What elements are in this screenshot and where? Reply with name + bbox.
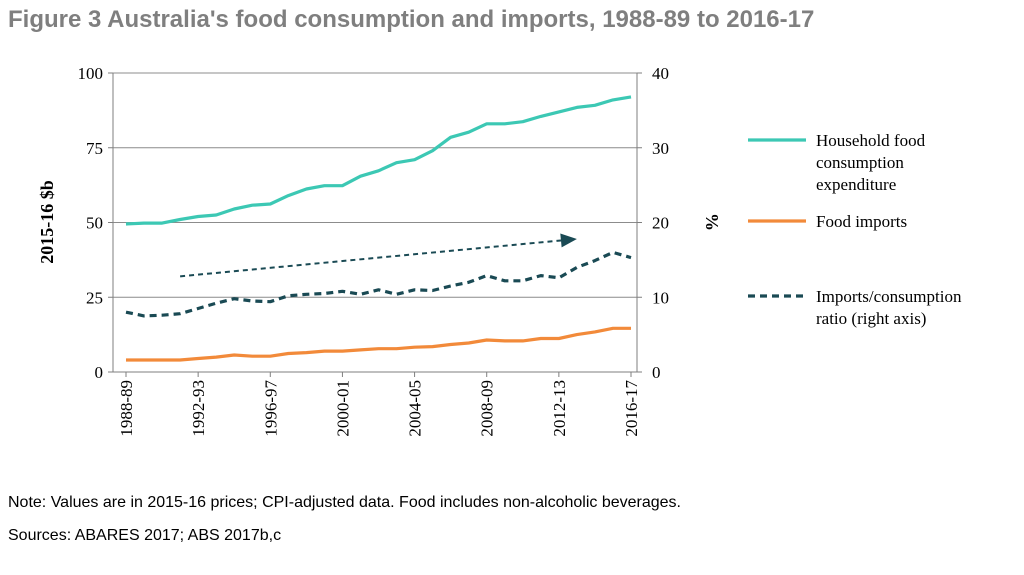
right-axis-title: % (702, 213, 722, 231)
x-tick-label: 2008-09 (478, 380, 497, 437)
left-tick-label: 25 (86, 288, 103, 307)
trend-arrow-head (560, 233, 577, 248)
series-line-2 (125, 250, 632, 318)
right-tick-label: 30 (652, 139, 669, 158)
figure-title: Figure 3 Australia's food consumption an… (8, 6, 815, 33)
series-lines (125, 95, 632, 362)
series-line-1 (126, 326, 631, 362)
x-tick-label: 1996-97 (261, 380, 280, 437)
trend-arrow-line (180, 239, 562, 278)
right-tick-label: 40 (652, 64, 669, 83)
right-tick-label: 0 (652, 363, 661, 382)
x-tick-label: 2004-05 (406, 380, 425, 437)
x-tick-label: 1992-93 (189, 380, 208, 437)
x-axis-ticks: 1988-89 1992-93 1996-97 2000-01 2004-05 2008-… (117, 372, 641, 437)
legend-label-0: Household food consumption expenditure (816, 131, 926, 194)
x-tick-label: 2016-17 (622, 380, 641, 437)
x-tick-label: 2012-13 (550, 380, 569, 437)
figure-note: Note: Values are in 2015-16 prices; CPI-… (8, 494, 681, 511)
left-tick-label: 75 (86, 139, 103, 158)
figure-sources: Sources: ABARES 2017; ABS 2017b,c (8, 527, 282, 544)
x-tick-label: 1988-89 (117, 380, 136, 437)
left-tick-label: 50 (86, 214, 103, 233)
annotations (180, 233, 577, 278)
left-tick-label: 0 (95, 363, 104, 382)
gridlines (113, 72, 637, 298)
left-axis-title: 2015-16 $b (37, 180, 57, 264)
legend-label-1: Food imports (816, 212, 907, 231)
left-axis-ticks: 0 25 50 75 100 (78, 64, 113, 382)
legend: Household food consumption expenditure Food… (748, 131, 962, 328)
right-tick-label: 10 (652, 288, 669, 307)
right-tick-label: 20 (652, 214, 669, 233)
right-axis-ticks: 0 10 20 30 40 (637, 64, 669, 382)
legend-label-2: Imports/consumption ratio (right axis) (816, 287, 962, 328)
x-tick-label: 2000-01 (333, 380, 352, 437)
series-line-0 (125, 95, 632, 226)
left-tick-label: 100 (78, 64, 104, 83)
